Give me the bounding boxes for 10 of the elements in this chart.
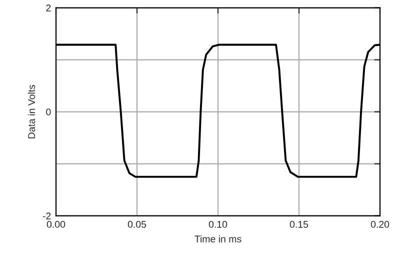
y-axis-title: Data in Volts: [28, 84, 36, 138]
x-tick-label: 0.00: [46, 220, 66, 228]
x-axis-title: Time in ms: [194, 235, 242, 242]
x-tick-label: 0.20: [370, 220, 390, 228]
x-tick-label: 0.05: [128, 220, 146, 228]
y-tick-label: 0: [46, 108, 51, 116]
y-tick-label: 2: [46, 4, 51, 12]
x-tick-label: 0.15: [290, 220, 308, 228]
y-tick-label: -2: [42, 212, 51, 220]
x-tick-label: 0.10: [208, 220, 228, 228]
